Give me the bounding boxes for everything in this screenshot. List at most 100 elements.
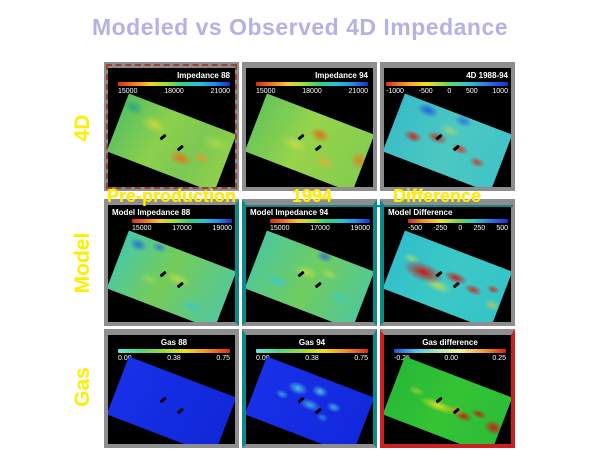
panel-title: 4D 1988-94 xyxy=(466,71,508,80)
well-marker xyxy=(159,396,167,404)
difference-map xyxy=(384,93,511,187)
tick-label: 0.00 xyxy=(118,355,132,362)
difference-map xyxy=(384,230,511,322)
panel-title: Gas 94 xyxy=(298,338,326,347)
well-marker xyxy=(297,396,305,404)
tick-label: 18000 xyxy=(164,88,184,95)
tick-label: 15000 xyxy=(132,225,152,232)
panel-title: Gas 88 xyxy=(160,338,188,347)
tick-label: 18000 xyxy=(302,88,322,95)
impedance-colorbar xyxy=(256,82,368,86)
impedance-map xyxy=(246,230,373,322)
well-marker xyxy=(314,144,322,151)
panel-header: 4D 1988-94 -1000 -500 0 500 1000 xyxy=(386,71,508,96)
panel-title: Model Difference xyxy=(388,208,453,217)
impedance-map xyxy=(108,230,235,322)
tick-label: 250 xyxy=(473,225,486,232)
tick-label: -250 xyxy=(433,225,448,232)
well-marker xyxy=(435,270,443,278)
tick-label: -500 xyxy=(408,225,423,232)
slide-title: Modeled vs Observed 4D Impedance xyxy=(91,14,509,40)
panel-gas-1994: Gas 94 0.00 0.38 0.75 xyxy=(242,329,377,448)
panel-header: Impedance 88 15000 18000 21000 xyxy=(118,71,230,96)
panel-gas-difference: Gas difference -0.25 0.00 0.25 xyxy=(380,329,515,448)
well-marker xyxy=(159,133,167,141)
tick-label: -500 xyxy=(418,88,433,95)
tick-label: 0 xyxy=(458,225,463,232)
well-marker xyxy=(159,270,167,278)
well-marker xyxy=(314,281,322,288)
panel-header: Model Impedance 94 15000 17000 19000 xyxy=(250,208,372,233)
tick-label: 0.25 xyxy=(492,355,506,362)
tick-label: 0.38 xyxy=(167,355,181,362)
gas-saturation-map xyxy=(246,356,373,444)
row-label-model: Model xyxy=(71,232,94,294)
impedance-colorbar xyxy=(118,82,230,86)
panel-header: Impedance 94 15000 18000 21000 xyxy=(256,71,368,96)
well-marker xyxy=(435,396,443,404)
colorbar-ticks: 0.00 0.38 0.75 xyxy=(118,354,230,363)
colorbar-ticks: 15000 17000 19000 xyxy=(270,224,370,233)
well-marker xyxy=(176,144,184,151)
well-marker xyxy=(452,144,460,151)
panel-gas-preproduction: Gas 88 0.00 0.38 0.75 xyxy=(104,329,239,448)
colorbar-ticks: 15000 18000 21000 xyxy=(118,87,230,96)
row-label-4d: 4D xyxy=(71,114,94,142)
tick-label: -1000 xyxy=(386,88,404,95)
column-label-1994: 1994 xyxy=(291,186,333,206)
column-label-difference: Difference xyxy=(393,186,482,206)
colorbar-ticks: 15000 18000 21000 xyxy=(256,87,368,96)
tick-label: 15000 xyxy=(256,88,276,95)
impedance-colorbar xyxy=(132,219,232,223)
colorbar-ticks: -500 -250 0 250 500 xyxy=(408,224,508,233)
panel-header: Gas 88 0.00 0.38 0.75 xyxy=(118,338,230,363)
well-marker xyxy=(314,407,322,414)
colorbar-ticks: 15000 17000 19000 xyxy=(132,224,232,233)
teal-divider-line xyxy=(245,205,513,207)
panel-title: Gas difference xyxy=(422,338,478,347)
tick-label: 500 xyxy=(465,88,478,95)
panel-model-impedance-1994: Model Impedance 94 15000 17000 19000 xyxy=(242,199,377,326)
panel-observed-impedance-preproduction: Impedance 88 15000 18000 21000 xyxy=(104,62,239,191)
tick-label: -0.25 xyxy=(394,355,410,362)
column-label-preproduction: Pre-production xyxy=(107,186,236,206)
gas-difference-map xyxy=(384,356,511,444)
panel-title: Impedance 88 xyxy=(177,71,230,80)
well-marker xyxy=(297,270,305,278)
tick-label: 0.00 xyxy=(256,355,270,362)
gas-colorbar xyxy=(256,349,368,353)
panel-title: Impedance 94 xyxy=(315,71,368,80)
panel-header: Model Difference -500 -250 0 250 500 xyxy=(388,208,510,233)
colorbar-ticks: -1000 -500 0 500 1000 xyxy=(386,87,508,96)
tick-label: 21000 xyxy=(210,88,230,95)
panel-title: Model Impedance 88 xyxy=(112,208,191,217)
well-marker xyxy=(176,407,184,414)
colorbar-ticks: 0.00 0.38 0.75 xyxy=(256,354,368,363)
panel-header: Gas difference -0.25 0.00 0.25 xyxy=(394,338,506,363)
panel-header: Gas 94 0.00 0.38 0.75 xyxy=(256,338,368,363)
tick-label: 17000 xyxy=(310,225,330,232)
difference-colorbar xyxy=(408,219,508,223)
gas-saturation-map xyxy=(108,356,235,444)
tick-label: 0.75 xyxy=(354,355,368,362)
tick-label: 1000 xyxy=(492,88,508,95)
tick-label: 15000 xyxy=(270,225,290,232)
difference-colorbar xyxy=(386,82,508,86)
impedance-map xyxy=(108,93,235,187)
well-marker xyxy=(452,281,460,288)
tick-label: 500 xyxy=(496,225,508,232)
row-label-gas: Gas xyxy=(71,367,94,407)
well-marker xyxy=(176,281,184,288)
impedance-colorbar xyxy=(270,219,370,223)
tick-label: 19000 xyxy=(350,225,370,232)
gas-colorbar xyxy=(118,349,230,353)
tick-label: 19000 xyxy=(212,225,232,232)
tick-label: 21000 xyxy=(348,88,368,95)
panel-model-impedance-preproduction: Model Impedance 88 15000 17000 19000 xyxy=(104,199,239,326)
well-marker xyxy=(435,133,443,141)
tick-label: 0.00 xyxy=(444,355,458,362)
well-marker xyxy=(452,407,460,414)
panel-title: Model Impedance 94 xyxy=(250,208,329,217)
panel-model-difference: Model Difference -500 -250 0 250 500 xyxy=(380,199,515,326)
tick-label: 0 xyxy=(447,88,452,95)
